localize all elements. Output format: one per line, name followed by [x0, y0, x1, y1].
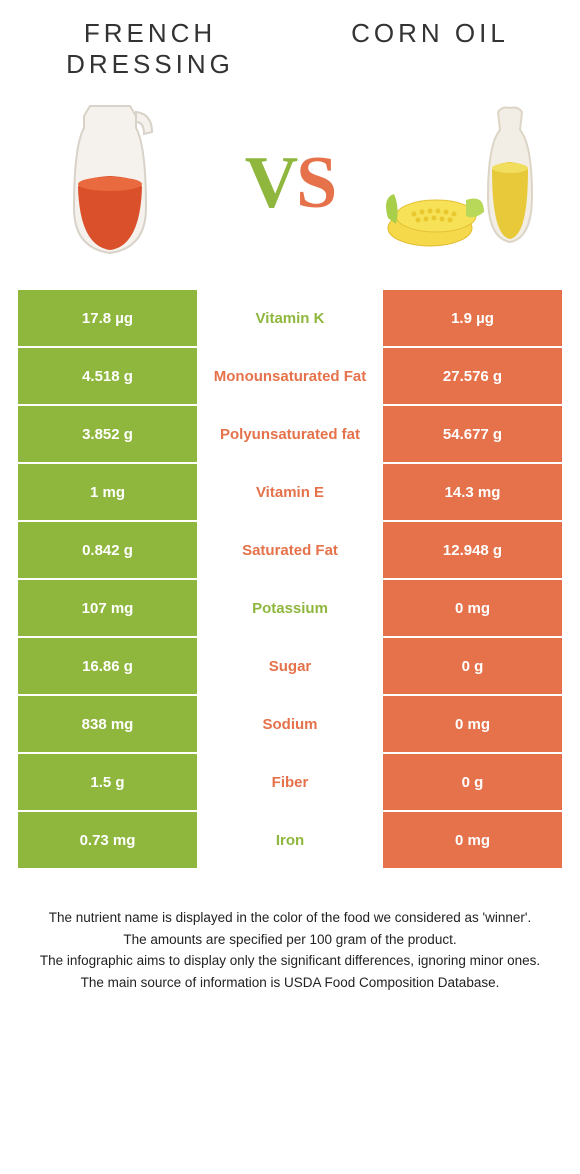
footnote-line: The infographic aims to display only the… — [30, 951, 550, 971]
right-image — [380, 93, 560, 273]
nutrient-label: Sugar — [197, 638, 383, 694]
title-left: French Dressing — [30, 18, 270, 80]
right-value: 1.9 µg — [383, 290, 562, 346]
title-right: Corn oil — [310, 18, 550, 80]
nutrient-label: Monounsaturated Fat — [197, 348, 383, 404]
right-value: 54.677 g — [383, 406, 562, 462]
image-row: VS — [0, 90, 580, 290]
table-row: 17.8 µgVitamin K1.9 µg — [18, 290, 562, 346]
left-value: 17.8 µg — [18, 290, 197, 346]
right-value: 12.948 g — [383, 522, 562, 578]
left-value: 4.518 g — [18, 348, 197, 404]
nutrient-label: Fiber — [197, 754, 383, 810]
footnote-line: The nutrient name is displayed in the co… — [30, 908, 550, 928]
table-row: 4.518 gMonounsaturated Fat27.576 g — [18, 348, 562, 404]
left-value: 107 mg — [18, 580, 197, 636]
table-row: 0.842 gSaturated Fat12.948 g — [18, 522, 562, 578]
table-row: 1 mgVitamin E14.3 mg — [18, 464, 562, 520]
footnote: The nutrient name is displayed in the co… — [0, 870, 580, 992]
right-value: 0 g — [383, 638, 562, 694]
table-row: 0.73 mgIron0 mg — [18, 812, 562, 868]
vs-label: VS — [245, 141, 336, 226]
left-value: 3.852 g — [18, 406, 197, 462]
title-left-line2: Dressing — [30, 49, 270, 80]
nutrient-label: Vitamin E — [197, 464, 383, 520]
table-row: 107 mgPotassium0 mg — [18, 580, 562, 636]
header: French Dressing Corn oil — [0, 0, 580, 90]
right-value: 14.3 mg — [383, 464, 562, 520]
left-value: 1.5 g — [18, 754, 197, 810]
nutrient-table: 17.8 µgVitamin K1.9 µg4.518 gMonounsatur… — [0, 290, 580, 868]
table-row: 838 mgSodium0 mg — [18, 696, 562, 752]
left-value: 16.86 g — [18, 638, 197, 694]
right-value: 27.576 g — [383, 348, 562, 404]
nutrient-label: Potassium — [197, 580, 383, 636]
footnote-line: The amounts are specified per 100 gram o… — [30, 930, 550, 950]
nutrient-label: Saturated Fat — [197, 522, 383, 578]
right-value: 0 mg — [383, 580, 562, 636]
table-row: 3.852 gPolyunsaturated fat54.677 g — [18, 406, 562, 462]
left-image — [20, 93, 200, 273]
nutrient-label: Vitamin K — [197, 290, 383, 346]
left-value: 1 mg — [18, 464, 197, 520]
left-value: 0.842 g — [18, 522, 197, 578]
right-value: 0 mg — [383, 812, 562, 868]
nutrient-label: Polyunsaturated fat — [197, 406, 383, 462]
right-value: 0 g — [383, 754, 562, 810]
left-value: 0.73 mg — [18, 812, 197, 868]
title-left-line1: French — [30, 18, 270, 49]
right-value: 0 mg — [383, 696, 562, 752]
footnote-line: The main source of information is USDA F… — [30, 973, 550, 993]
nutrient-label: Sodium — [197, 696, 383, 752]
left-value: 838 mg — [18, 696, 197, 752]
nutrient-label: Iron — [197, 812, 383, 868]
table-row: 1.5 gFiber0 g — [18, 754, 562, 810]
table-row: 16.86 gSugar0 g — [18, 638, 562, 694]
